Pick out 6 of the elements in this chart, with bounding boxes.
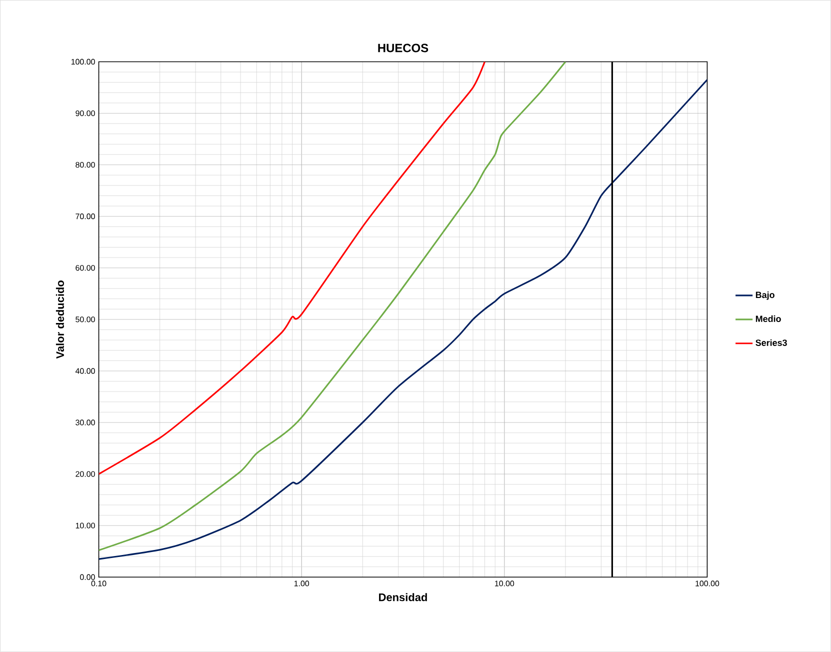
x-axis-title: Densidad bbox=[379, 593, 427, 602]
legend-label: Medio bbox=[756, 315, 781, 322]
legend-label: Series3 bbox=[756, 339, 787, 346]
legend-label: Bajo bbox=[756, 292, 774, 300]
chart-title: HUECOS bbox=[378, 44, 428, 52]
y-axis-title: Valor deducido bbox=[56, 280, 64, 359]
